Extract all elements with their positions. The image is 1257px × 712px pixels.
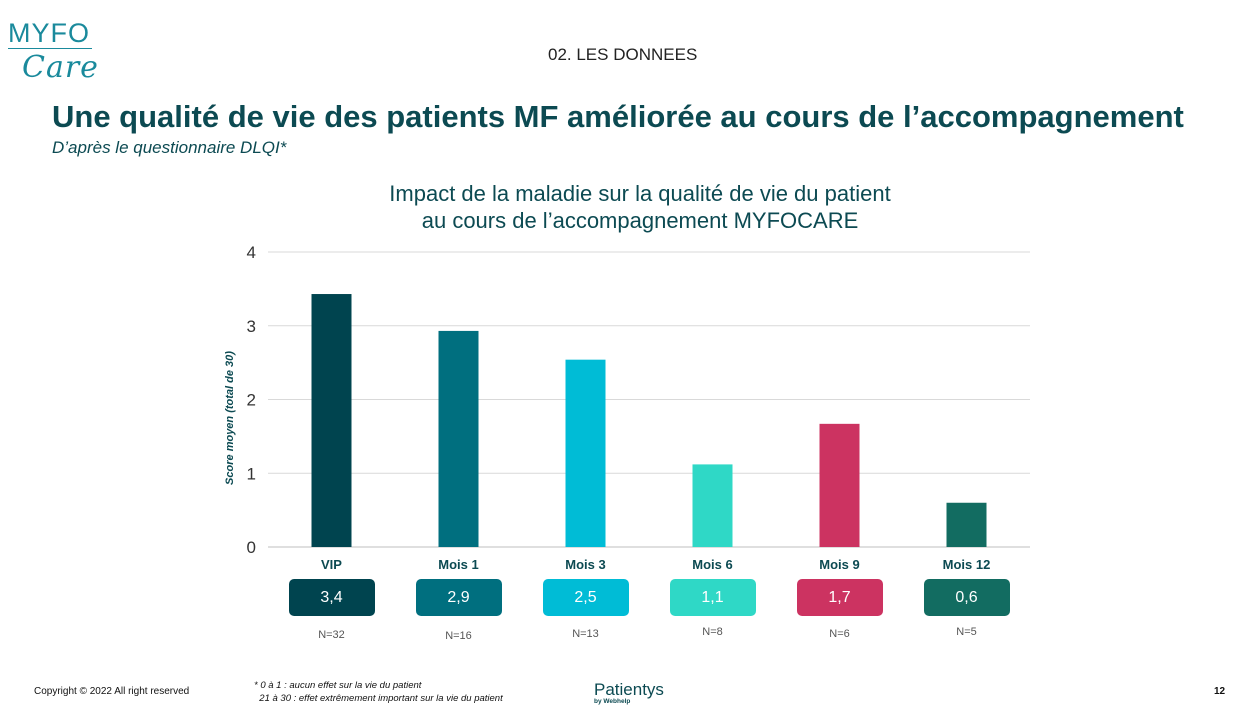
bar-vip [311,294,352,547]
y-tick-label: 2 [247,391,256,410]
x-tick-label: Mois 6 [692,557,732,572]
value-label: 2,5 [542,579,629,616]
sample-size-label: N=5 [956,626,977,638]
x-tick-label: VIP [321,557,342,572]
logo-myfo: MYFO [8,18,90,48]
x-tick-label: Mois 1 [438,557,478,572]
footnote: * 0 à 1 : aucun effet sur la vie du pati… [254,679,503,705]
sample-size-label: N=13 [572,628,599,640]
bar-mois-6 [692,464,733,547]
value-label: 2,9 [415,579,502,616]
sample-size-label: N=32 [318,629,345,641]
page-number: 12 [1214,686,1226,697]
footnote-line2: 21 à 30 : effet extrêmement important su… [259,693,503,704]
bar-mois-9 [819,423,860,547]
footnote-line1: * 0 à 1 : aucun effet sur la vie du pati… [254,680,422,691]
sample-size-label: N=8 [702,626,723,638]
x-tick-label: Mois 12 [943,557,991,572]
section-label: 02. LES DONNEES [548,45,698,64]
sample-size-label: N=16 [445,630,472,642]
logo-care: Care [22,50,99,85]
copyright-text: Copyright © 2022 All right reserved [34,686,190,697]
logo-divider [8,48,92,49]
bar-chart: 0 1 2 3 4 Score moyen (total de 30) VIP Mois 1 M… [224,243,1030,572]
value-label: 3,4 [288,579,375,616]
brand-subtitle: by Webhelp [594,698,631,705]
y-axis-label: Score moyen (total de 30) [224,351,236,485]
y-tick-label: 0 [247,538,256,557]
y-tick-label: 1 [247,464,256,483]
chart-title: Impact de la maladie sur la qualité de v… [290,180,990,234]
y-tick-label: 3 [247,317,256,336]
page-subtitle: D’après le questionnaire DLQI* [52,138,287,157]
y-tick-label: 4 [247,243,256,262]
value-label: 1,1 [669,579,756,616]
value-label: 1,7 [796,579,883,616]
sample-size-label: N=6 [829,628,850,640]
brand-logo: Patientys [594,680,664,699]
bar-mois-1 [438,330,479,547]
x-tick-label: Mois 3 [565,557,605,572]
page-title: Une qualité de vie des patients MF améli… [52,99,1184,134]
bar-mois-3 [565,359,606,547]
chart-title-line1: Impact de la maladie sur la qualité de v… [389,181,891,206]
bar-mois-12 [946,502,987,547]
value-label: 0,6 [923,579,1010,616]
chart-title-line2: au cours de l’accompagnement MYFOCARE [421,208,859,233]
x-tick-label: Mois 9 [819,557,859,572]
